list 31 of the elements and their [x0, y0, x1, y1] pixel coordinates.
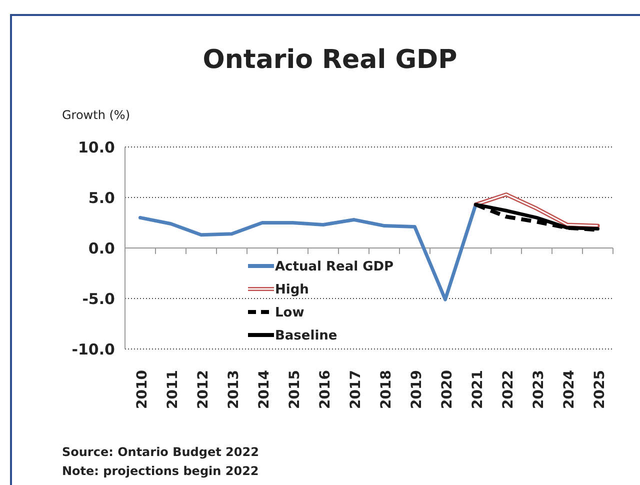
x-tick-label: 2016: [317, 370, 334, 409]
line-series: [474, 192, 600, 228]
y-axis-title: Growth (%): [62, 108, 130, 122]
x-tick-label: 2020: [439, 370, 456, 409]
x-tick-label: 2018: [378, 370, 394, 409]
x-tick-label: 2019: [408, 370, 425, 409]
source-note: Source: Ontario Budget 2022: [62, 445, 259, 459]
chart-title: Ontario Real GDP: [202, 45, 458, 75]
y-tick-label: -10.0: [72, 340, 115, 358]
text: Note: projections begin 2022: [62, 464, 259, 478]
x-tick-label: 2010: [134, 370, 150, 409]
x-tick-label: 2022: [500, 370, 516, 409]
y-tick-label: 10.0: [78, 138, 115, 156]
y-tick-label: -5.0: [82, 290, 115, 308]
x-tick-label: 2011: [164, 370, 181, 409]
x-tick-label: 2023: [530, 370, 547, 409]
x-tick-label: 2012: [195, 370, 212, 409]
legend-label: Actual Real GDP: [275, 260, 394, 275]
x-tick-label: 2024: [561, 370, 578, 409]
line-series: [138, 202, 478, 302]
legend-label: High: [275, 282, 309, 298]
y-tick-label: 0.0: [88, 239, 115, 258]
x-tick-label: 2013: [226, 370, 242, 409]
x-tick-label: 2025: [592, 370, 608, 409]
x-tick-label: 2015: [286, 370, 303, 409]
legend-label: Low: [275, 306, 304, 321]
legend-label: Baseline: [275, 328, 338, 344]
x-tick-label: 2021: [470, 370, 486, 409]
x-tick-label: 2017: [348, 370, 364, 409]
y-tick-label: 5.0: [88, 188, 115, 207]
x-tick-label: 2014: [256, 370, 272, 409]
